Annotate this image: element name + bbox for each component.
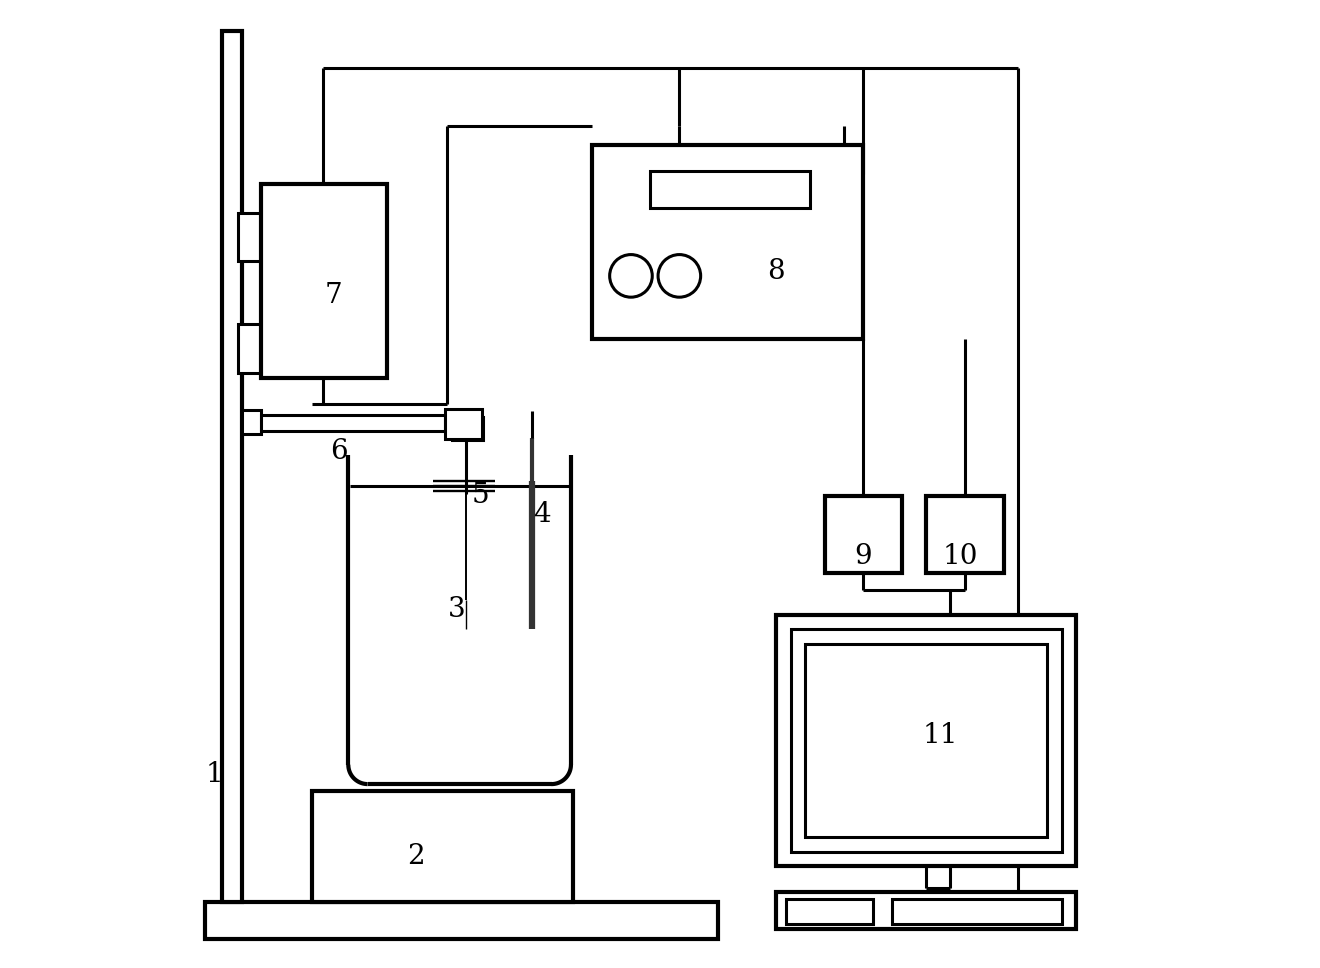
Bar [825,496,902,573]
Bar [223,31,242,902]
Text: 10: 10 [942,543,978,570]
Bar [261,184,387,378]
Text: 5: 5 [473,482,490,509]
Text: 1: 1 [206,761,223,788]
Text: 9: 9 [854,543,873,570]
Bar [785,899,873,924]
Bar [205,902,718,939]
Text: 7: 7 [325,282,343,309]
Bar [892,899,1061,924]
Bar [238,324,261,373]
Text: 11: 11 [923,722,958,749]
Bar [312,791,573,902]
Bar [242,410,261,434]
Bar [445,409,482,439]
Bar [651,171,810,208]
Text: 3: 3 [447,596,466,623]
Bar [776,892,1076,929]
Bar [593,145,863,339]
Bar [805,644,1047,837]
Text: 8: 8 [767,257,785,285]
Bar [927,496,1003,573]
Bar [776,615,1076,866]
Text: 4: 4 [533,501,550,529]
Bar [791,629,1061,852]
Text: 6: 6 [330,438,347,465]
Text: 2: 2 [408,843,425,870]
Bar [451,417,483,440]
Bar [261,415,445,431]
Bar [238,213,261,261]
